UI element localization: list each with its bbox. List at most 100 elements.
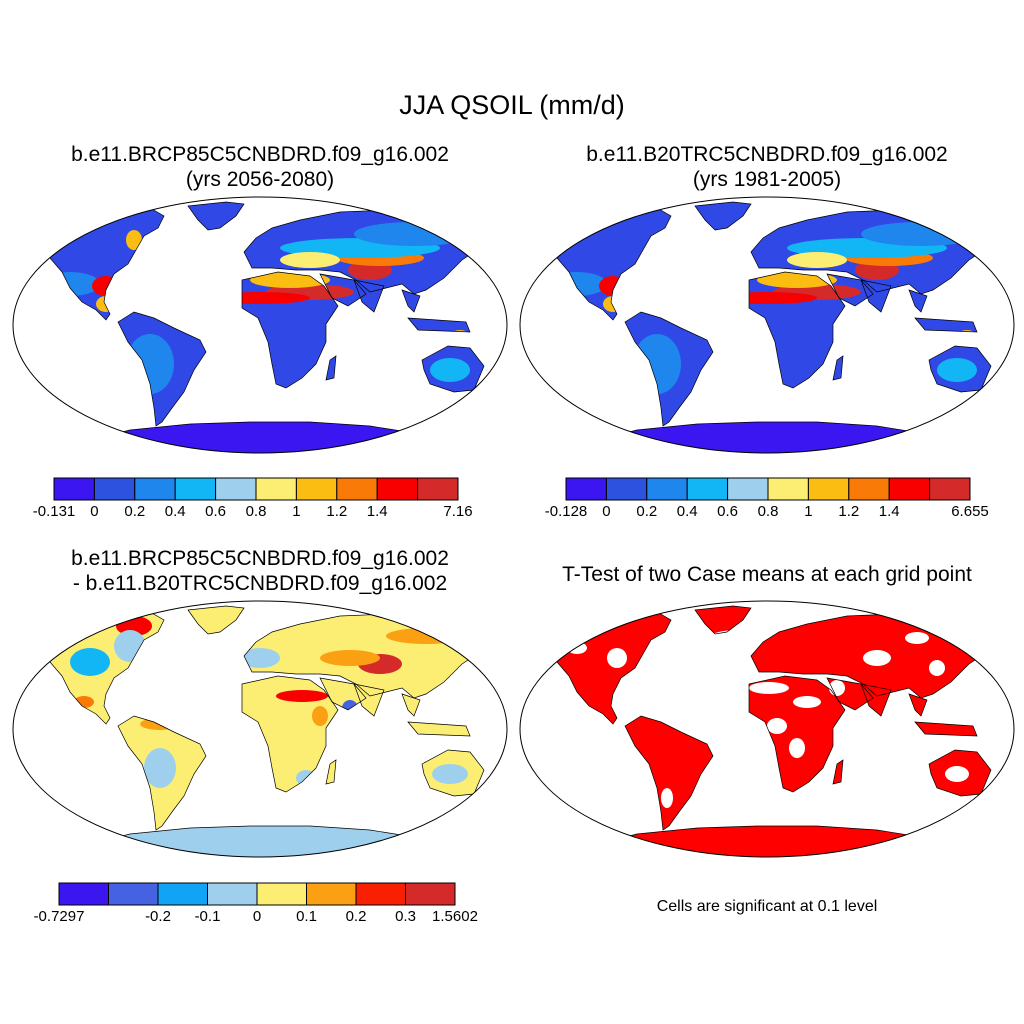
colorbar-label-0: -0.131	[33, 503, 76, 520]
field-patch-5	[607, 648, 627, 668]
colorbar-box-7	[405, 882, 456, 906]
field-patch-12	[386, 628, 466, 644]
coastline-india	[860, 683, 892, 717]
colorbar-label-3: 0.4	[677, 503, 698, 520]
land-greenland	[188, 606, 244, 634]
coastline-namerica	[39, 611, 165, 725]
field-patch-12	[937, 358, 977, 382]
coastline-namerica	[546, 611, 672, 725]
coastline-samerica	[117, 715, 207, 831]
colorbar-label-5: 0.8	[758, 503, 779, 520]
colorbar-box-4	[256, 882, 307, 906]
colorbar-label-1: 0	[90, 503, 98, 520]
coastline-madagascar	[832, 759, 844, 785]
field-patch-10	[280, 252, 340, 268]
coastline-arabia	[319, 273, 367, 307]
colorbar-box-6	[295, 477, 338, 501]
land-greenland	[695, 202, 751, 230]
land-madagascar	[326, 356, 336, 380]
colorbar-box-6	[807, 477, 850, 501]
coastline-namerica	[546, 207, 672, 321]
field-patch-9	[661, 788, 673, 808]
coastline-greenland	[187, 605, 245, 635]
colorbar-rcp85: -0.131 0 0.2 0.4 0.6 0.8 1 1.2 1.4 7.16	[33, 477, 473, 520]
colorbar-label-6: 1	[804, 503, 812, 520]
colorbar-box-3	[207, 882, 258, 906]
land-africa	[242, 676, 338, 792]
field-patch-14	[312, 706, 328, 726]
colorbar-label-5: 0.8	[246, 503, 267, 520]
panel3-title: b.e11.BRCP85C5CNBDRD.f09_g16.002 - b.e11…	[10, 546, 510, 596]
colorbar-box-9	[417, 477, 459, 501]
colorbar-box-1	[108, 882, 159, 906]
field-patch-15	[126, 230, 142, 250]
colorbar-label-8: 1.4	[879, 503, 900, 520]
colorbar-box-0	[58, 882, 109, 906]
land-greenland	[695, 606, 751, 634]
colorbar-box-6	[355, 882, 406, 906]
land-madagascar	[833, 356, 843, 380]
coastline-eurasia	[243, 209, 491, 295]
map-panel-historical	[519, 196, 1015, 454]
field-patch-7	[863, 650, 891, 666]
colorbar-label-4: 0	[253, 908, 261, 925]
colorbar-label-4: 0.6	[717, 503, 738, 520]
map-panel-difference	[12, 600, 508, 858]
coastline-africa	[748, 675, 846, 793]
field-patch-14	[354, 222, 474, 246]
colorbar-label-5: 0.1	[296, 908, 317, 925]
colorbar-label-0: -0.7297	[34, 908, 85, 925]
coastline-greenland	[694, 605, 752, 635]
colorbar-difference: -0.7297 -0.2 -0.1 0 0.1 0.2 0.3 1.5602	[34, 882, 478, 925]
coastline-greenland	[694, 201, 752, 231]
panel4-title: T-Test of two Case means at each grid po…	[517, 562, 1017, 587]
coastline-antarctica	[595, 825, 949, 857]
panel2-title-line2: (yrs 1981-2005)	[692, 168, 842, 191]
colorbar-label-1: 0	[602, 503, 610, 520]
colorbar-label-7: 0.3	[395, 908, 416, 925]
colorbar-label-2: 0.2	[636, 503, 657, 520]
coastline-seasia	[908, 289, 928, 313]
land-seasia	[402, 694, 420, 716]
land-india	[861, 684, 891, 716]
coastline-india	[860, 279, 892, 313]
map-panel-ttest	[519, 600, 1015, 858]
colorbar-label-6: 1	[292, 503, 300, 520]
colorbar-box-4	[215, 477, 257, 501]
field-patch-14	[861, 222, 981, 246]
coastline-india	[353, 683, 385, 717]
coastline-samerica	[117, 311, 207, 427]
colorbar-label-7: 1.2	[326, 503, 347, 520]
coastline-samerica	[624, 311, 714, 427]
map-boundary	[12, 600, 508, 858]
colorbar-box-0	[565, 477, 607, 501]
panel4-title-line1: T-Test of two Case means at each grid po…	[562, 563, 972, 586]
colorbar-label-4: 0.6	[205, 503, 226, 520]
field-patch-1	[70, 648, 110, 676]
colorbar-box-8	[376, 477, 419, 501]
coastline-antarctica	[595, 421, 949, 453]
colorbar-box-3	[686, 477, 729, 501]
coastline-indonesia	[914, 721, 978, 737]
colorbar-label-2: 0.2	[124, 503, 145, 520]
land-madagascar	[326, 760, 336, 784]
figure-title: JJA QSOIL (mm/d)	[399, 90, 625, 120]
colorbar-label-3: 0.4	[165, 503, 186, 520]
field-patch-12	[905, 632, 929, 644]
map-boundary	[12, 196, 508, 454]
land-seasia	[909, 290, 927, 312]
panel3-title-line2: - b.e11.B20TRC5CNBDRD.f09_g16.002	[72, 572, 448, 595]
field-patch-3	[767, 718, 787, 734]
field-patch-1	[793, 696, 821, 708]
colorbar-label-10: 6.655	[951, 503, 989, 520]
colorbar-box-5	[767, 477, 809, 501]
significance-note: Cells are significant at 0.1 level	[656, 898, 878, 915]
colorbar-box-1	[605, 477, 648, 501]
panel2-title-line1: b.e11.B20TRC5CNBDRD.f09_g16.002	[586, 143, 948, 166]
field-patch-4	[789, 738, 805, 758]
field-patch-4	[276, 690, 328, 702]
land-samerica	[625, 716, 713, 830]
coastline-seasia	[908, 693, 928, 717]
panel1-title: b.e11.BRCP85C5CNBDRD.f09_g16.002 (yrs 20…	[10, 142, 510, 192]
coastline-indonesia	[914, 317, 978, 333]
